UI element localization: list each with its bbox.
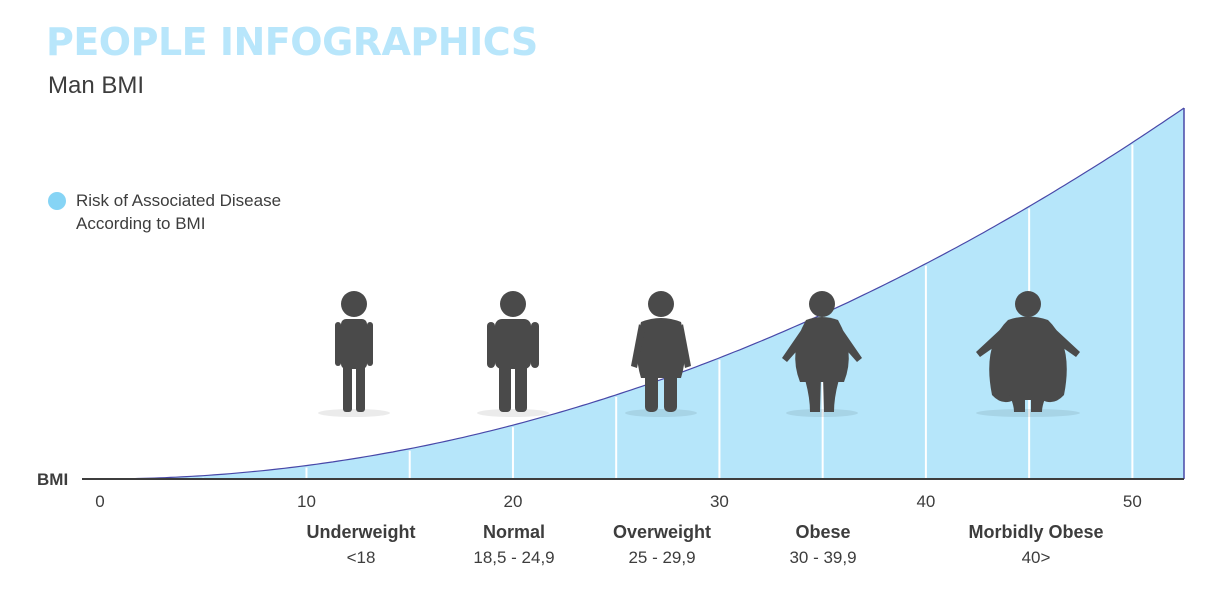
legend: Risk of Associated Disease According to … — [48, 189, 336, 235]
category-range: 30 - 39,9 — [789, 548, 857, 567]
category-range: <18 — [346, 548, 376, 567]
category-name: Morbidly Obese — [968, 522, 1104, 542]
risk-area — [100, 108, 1184, 479]
category-name: Overweight — [612, 522, 712, 542]
category-name: Normal — [482, 522, 545, 542]
legend-label: Risk of Associated Disease According to … — [76, 189, 336, 235]
person-figure-thin — [318, 291, 390, 417]
category-name: Underweight — [306, 522, 416, 542]
category-range: 18,5 - 24,9 — [473, 548, 555, 567]
category-label-morbid: Morbidly Obese 40> — [946, 522, 1126, 568]
x-tick-label: 10 — [297, 492, 316, 511]
person-figure-normal — [477, 291, 549, 417]
category-label-thin: Underweight <18 — [271, 522, 451, 568]
person-figure-overweight — [625, 291, 697, 417]
page-title: PEOPLE INFOGRAPHICS — [46, 20, 538, 64]
person-figure-obese — [782, 291, 862, 417]
category-name: Obese — [795, 522, 851, 542]
x-axis-label: BMI — [37, 470, 68, 489]
x-tick-label: 30 — [710, 492, 729, 511]
risk-curve-line — [100, 107, 1185, 480]
category-label-overweight: Overweight 25 - 29,9 — [572, 522, 752, 568]
legend-label-line2: According to BMI — [76, 214, 206, 233]
category-range: 40> — [1021, 548, 1051, 567]
legend-swatch — [48, 192, 66, 210]
x-tick-label: 20 — [503, 492, 522, 511]
person-figure-morbid — [976, 291, 1080, 417]
x-tick-label: 50 — [1123, 492, 1142, 511]
category-label-normal: Normal 18,5 - 24,9 — [424, 522, 604, 568]
legend-label-line1: Risk of Associated Disease — [76, 191, 282, 210]
category-label-obese: Obese 30 - 39,9 — [733, 522, 913, 568]
chart-subtitle: Man BMI — [48, 72, 145, 99]
x-tick-label: 40 — [916, 492, 935, 511]
category-range: 25 - 29,9 — [628, 548, 696, 567]
x-tick-label: 0 — [95, 492, 104, 511]
